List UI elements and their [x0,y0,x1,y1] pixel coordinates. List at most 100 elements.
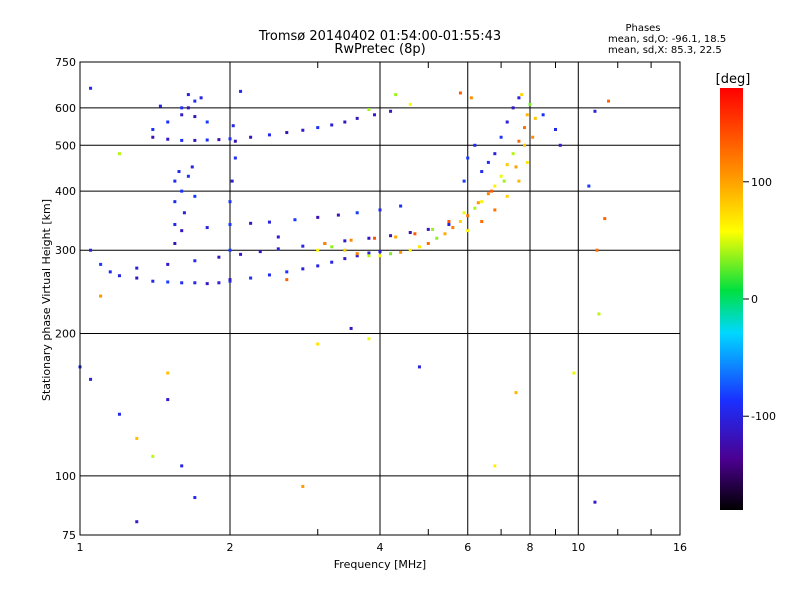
data-point-o [166,137,170,141]
data-point-x [367,254,371,258]
data-point-o [239,89,243,93]
data-point-o [89,248,93,252]
data-point-x [389,252,393,256]
data-point-o [199,96,203,100]
data-point-o [593,500,597,504]
data-point-x [493,464,497,468]
data-point-o [205,138,209,142]
data-point-o [249,276,253,280]
data-point-x [493,184,497,188]
data-point-o [399,204,403,208]
data-point-o [186,174,190,178]
data-point-o [217,255,221,259]
data-point-x [486,192,490,196]
data-point-x [399,250,403,254]
data-point-x [99,294,103,298]
data-point-o [301,244,305,248]
data-point-x [520,93,524,97]
x-tick-label: 4 [377,541,384,554]
y-tick-label: 600 [55,102,76,115]
data-point-o [151,279,155,283]
x-tick-label: 2 [227,541,234,554]
data-point-o [343,257,347,261]
data-point-o [230,179,234,183]
data-point-o [228,223,232,227]
data-point-x [408,102,412,106]
data-point-o [158,104,162,108]
data-point-x [435,236,439,240]
data-point-o [173,200,177,204]
legend-title: Phases [625,23,660,34]
chart-subtitle: RwPretec (8p) [334,42,425,57]
data-point-o [486,160,490,164]
data-point-o [233,156,237,160]
data-point-x [451,226,455,230]
data-point-o [267,220,271,224]
data-point-o [228,137,232,141]
data-point-x [117,152,121,156]
data-point-o [177,170,181,174]
data-point-x [528,102,532,106]
data-point-o [285,131,289,135]
data-point-x [343,248,347,252]
data-point-o [233,139,237,143]
data-point-x [511,152,515,156]
data-point-x [466,214,470,218]
legend-line-o: mean, sd,O: -96.1, 18.5 [608,34,726,45]
data-point-o [473,143,477,147]
data-point-o [493,152,497,156]
data-point-x [151,454,155,458]
colorbar-ticks: 100 0 -100 [743,176,776,423]
data-point-x [517,179,521,183]
data-point-o [285,270,289,274]
y-tick-label: 200 [55,328,76,341]
data-point-o [316,264,320,268]
x-tick-label: 10 [571,541,585,554]
data-point-x [480,220,484,224]
data-point-x [505,163,509,167]
data-point-x [480,200,484,204]
data-point-x [493,208,497,212]
data-point-o [276,235,280,239]
data-point-x [413,232,417,236]
data-point-o [355,116,359,120]
data-point-x [394,93,398,97]
data-point-o [239,252,243,256]
chart-title: Tromsø 20140402 01:54:00-01:55:43 [258,29,501,44]
data-point-o [166,120,170,124]
data-point-o [541,113,545,117]
plot-axes: 1 2 4 6 8 10 16 75 100 200 300 400 500 600 750 [55,56,687,554]
data-point-o [426,227,430,231]
data-point-x [349,238,353,242]
x-tick-label: 1 [77,541,84,554]
data-point-o [389,109,393,113]
plot-grid [79,61,681,536]
data-point-o [587,184,591,188]
data-point-x [533,116,537,120]
data-point-o [301,267,305,271]
data-point-o [180,189,184,193]
data-point-o [408,231,412,235]
data-point-o [249,221,253,225]
data-point-x [378,254,382,258]
data-point-o [367,236,371,240]
data-point-x [408,248,412,252]
data-point-o [511,106,515,110]
data-point-o [180,138,184,142]
data-point-o [151,127,155,131]
x-tick-label: 8 [527,541,534,554]
data-point-o [499,135,503,139]
data-point-o [173,179,177,183]
data-point-x [417,245,421,249]
data-point-x [607,99,611,103]
data-point-o [293,218,297,222]
data-point-o [389,234,393,238]
plot-frame [79,61,681,536]
data-point-o [231,124,235,128]
x-tick-label: 6 [464,541,471,554]
data-point-o [89,377,93,381]
data-point-x [603,217,607,221]
data-point-o [558,143,562,147]
data-point-o [193,115,197,119]
data-point-x [458,91,462,95]
